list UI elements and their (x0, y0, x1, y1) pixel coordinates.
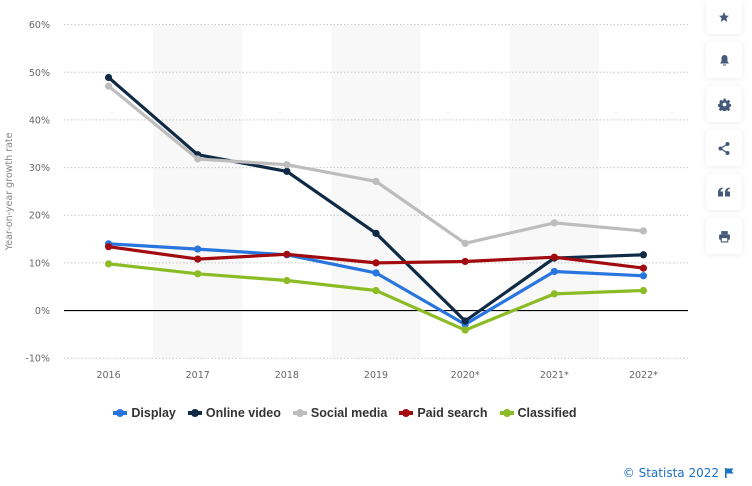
star-icon (719, 12, 729, 22)
y-tick-label: 50% (29, 68, 50, 79)
data-point (104, 243, 113, 251)
print-icon (718, 230, 730, 242)
data-point (639, 272, 648, 280)
data-point (550, 267, 558, 276)
data-point (372, 269, 380, 277)
print-button[interactable] (706, 218, 742, 254)
quote-icon (718, 187, 730, 197)
legend-label: Paid search (417, 406, 488, 420)
data-point (372, 286, 380, 295)
data-point (104, 73, 113, 82)
data-point (194, 245, 202, 253)
data-point (194, 255, 202, 263)
data-point (550, 219, 558, 227)
data-point (194, 270, 202, 278)
legend-swatch-icon (113, 408, 128, 417)
legend-label: Display (131, 406, 176, 420)
data-point (372, 259, 380, 267)
data-point (283, 161, 291, 169)
legend-swatch-icon (187, 408, 202, 417)
plot-band (331, 24, 421, 359)
x-tick-label: 2017 (186, 370, 210, 381)
x-tick-label: 2019 (364, 370, 388, 381)
data-point (104, 260, 113, 268)
data-point (283, 250, 291, 258)
bell-icon (719, 54, 729, 65)
statista-credit[interactable]: © Statista 2022 (623, 466, 734, 480)
y-tick-label: 0% (35, 306, 50, 317)
flag-icon[interactable] (725, 468, 734, 478)
sidebar-toolbar (706, 0, 742, 262)
plot-band (153, 24, 243, 359)
legend-item[interactable]: Social media (292, 406, 388, 420)
gear-icon (717, 98, 731, 111)
legend-swatch-icon (399, 408, 414, 417)
plot-band (509, 24, 599, 359)
settings-button[interactable] (706, 86, 742, 122)
x-tick-label: 2018 (275, 370, 299, 381)
y-tick-label: 10% (29, 258, 50, 269)
data-point (461, 317, 469, 325)
line-chart: -10% 0% 10% 20% 30% 40% 50% 60% Year-on-year gro… (4, 20, 688, 381)
y-tick-label: 40% (29, 115, 50, 126)
data-point (550, 253, 558, 261)
data-point (461, 257, 469, 266)
legend-label: Classified (517, 406, 577, 420)
y-tick-label: -10% (25, 354, 50, 365)
chart-legend: Display Online video Social media Paid sear… (0, 406, 690, 420)
share-button[interactable] (706, 130, 742, 166)
legend-item[interactable]: Display (113, 406, 176, 420)
data-point (104, 82, 113, 90)
data-point (194, 155, 202, 163)
x-tick-label: 2021* (540, 370, 569, 381)
data-point (461, 239, 469, 247)
data-point (639, 286, 648, 295)
data-point (461, 326, 469, 334)
data-point (639, 264, 648, 272)
y-tick-label: 60% (29, 20, 50, 31)
y-tick-label: 30% (29, 163, 50, 174)
data-point (372, 229, 380, 237)
favorite-button[interactable] (706, 0, 742, 34)
x-tick-label: 2016 (96, 370, 120, 381)
notification-button[interactable] (706, 42, 742, 78)
legend-swatch-icon (292, 408, 307, 417)
data-point (283, 167, 291, 175)
y-axis-label: Year-on-year growth rate (4, 132, 15, 251)
y-tick-label: 20% (29, 211, 50, 222)
legend-item[interactable]: Classified (499, 406, 577, 420)
x-tick-label: 2020* (451, 370, 480, 381)
legend-label: Online video (205, 406, 281, 420)
legend-item[interactable]: Paid search (399, 406, 488, 420)
share-icon (718, 141, 730, 155)
cite-button[interactable] (706, 174, 742, 210)
data-point (639, 227, 648, 235)
data-point (550, 290, 558, 298)
legend-label: Social media (310, 406, 388, 420)
legend-item[interactable]: Online video (187, 406, 281, 420)
data-point (283, 276, 291, 285)
data-point (639, 251, 648, 259)
data-point (372, 177, 380, 185)
x-tick-label: 2022* (629, 370, 658, 381)
legend-swatch-icon (499, 408, 514, 417)
credit-text[interactable]: © Statista 2022 (622, 466, 719, 480)
